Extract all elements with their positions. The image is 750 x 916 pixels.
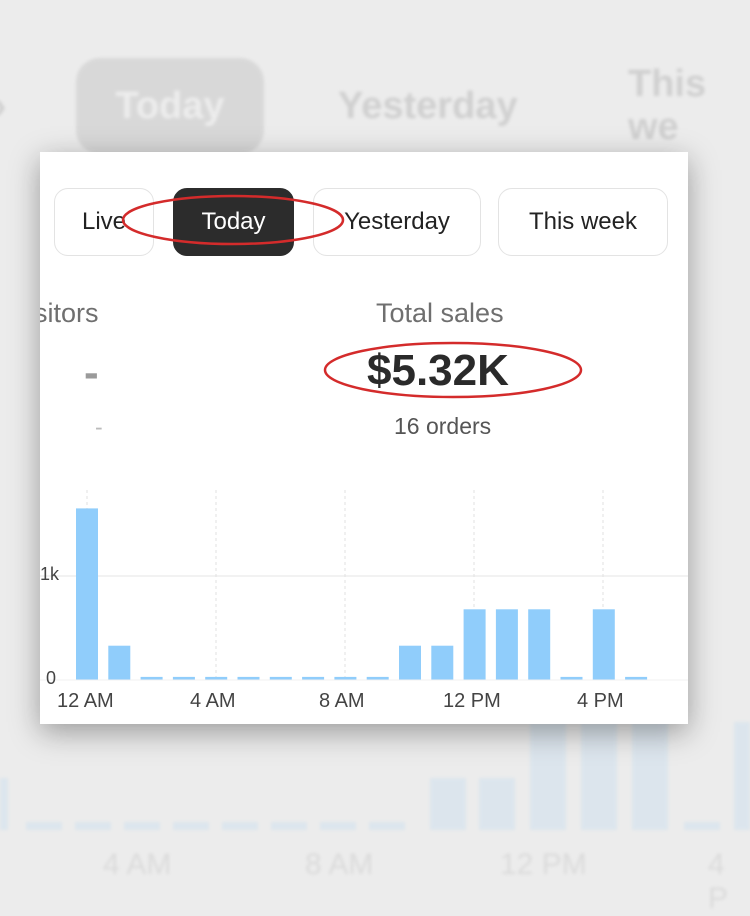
- bar-12-am[interactable]: [76, 508, 98, 680]
- visitors-sub: -: [95, 414, 103, 440]
- bg-bar: [479, 778, 515, 830]
- visitors-value: -: [84, 348, 99, 397]
- y-tick-label: 1k: [40, 564, 60, 584]
- bar-1-am[interactable]: [108, 645, 131, 680]
- bg-bar: [0, 778, 8, 830]
- bar-11-am[interactable]: [431, 645, 454, 680]
- analytics-card: Live Today Yesterday This week sitors - …: [40, 152, 688, 724]
- bg-axis-label: 12 PM: [500, 848, 587, 881]
- bg-tab-yesterday: Yesterday: [338, 84, 518, 127]
- bg-bar: [222, 822, 258, 830]
- bg-bar: [632, 722, 668, 830]
- bg-axis-label: 4 AM: [103, 848, 172, 881]
- bar-2-am[interactable]: [140, 676, 163, 680]
- total-sales-orders: 16 orders: [394, 413, 492, 439]
- total-sales-label: Total sales: [376, 298, 504, 328]
- bg-tab-this-week: This we: [628, 63, 707, 148]
- bar-6-am[interactable]: [269, 676, 292, 680]
- bg-tab-today: Today: [76, 58, 264, 154]
- bg-bar: [75, 822, 111, 830]
- bg-bar: [430, 778, 466, 830]
- bar-4-am[interactable]: [205, 676, 228, 680]
- bar-10-am[interactable]: [399, 645, 421, 680]
- bg-axis-label: 8 AM: [305, 848, 374, 881]
- x-tick-label: 12 PM: [443, 690, 501, 712]
- bar-12-pm[interactable]: [463, 609, 486, 680]
- chart-bars: [40, 508, 688, 681]
- bg-bar: [581, 722, 617, 830]
- bg-bar: [684, 822, 720, 830]
- x-tick-label: 8 AM: [319, 690, 365, 712]
- bg-bar: [734, 722, 750, 830]
- tab-label: This week: [528, 208, 638, 235]
- bg-bar: [26, 822, 62, 830]
- bg-tab-partial: ›: [0, 58, 20, 154]
- bar-5-am[interactable]: [237, 676, 260, 680]
- bar-4-pm[interactable]: [592, 609, 615, 680]
- bar-2-pm[interactable]: [528, 609, 551, 680]
- x-tick-label: 12 AM: [57, 690, 114, 712]
- bg-bar: [530, 722, 566, 830]
- tab-label: Live: [81, 208, 127, 235]
- bar-9-am[interactable]: [366, 676, 389, 680]
- bar-5-pm[interactable]: [625, 676, 648, 680]
- bar-1-pm[interactable]: [495, 609, 518, 680]
- bg-bar: [124, 822, 160, 830]
- y-tick-label: 0: [46, 668, 57, 688]
- bg-bar: [369, 822, 405, 830]
- tab-label: Yesterday: [344, 208, 450, 235]
- x-tick-label: 4 AM: [190, 690, 236, 712]
- bar-8-am[interactable]: [334, 676, 357, 680]
- bg-bar: [320, 822, 356, 830]
- bar-3-pm[interactable]: [560, 676, 583, 680]
- sales-bar-chart: [40, 490, 688, 681]
- bg-bar: [173, 822, 209, 830]
- visitors-label: sitors: [40, 298, 99, 328]
- x-tick-label: 4 PM: [577, 690, 624, 712]
- bar-7-am[interactable]: [302, 676, 325, 680]
- tab-this-week[interactable]: This week: [498, 188, 668, 256]
- bar-3-am[interactable]: [172, 676, 195, 680]
- bg-bar: [271, 822, 307, 830]
- bg-axis-label: 4 P: [708, 848, 729, 915]
